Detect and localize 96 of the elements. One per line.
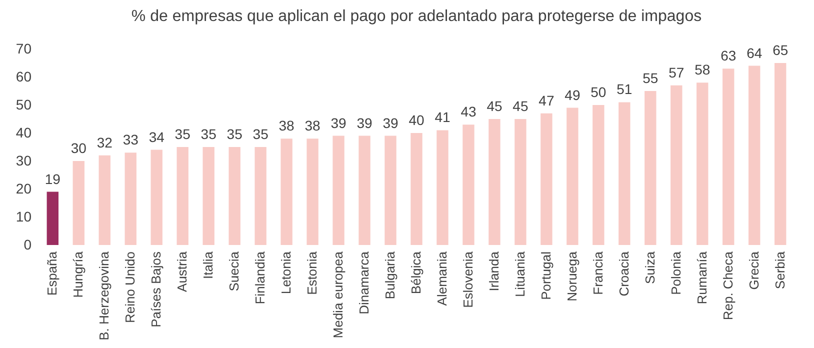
data-label: 57 bbox=[668, 64, 684, 80]
bar bbox=[436, 130, 448, 245]
data-label: 39 bbox=[356, 114, 373, 131]
bar bbox=[202, 147, 214, 245]
x-tick-label: Polonia bbox=[668, 250, 684, 295]
bar bbox=[566, 108, 578, 245]
x-tick-label: Irlanda bbox=[486, 250, 502, 292]
x-tick-label: Noruega bbox=[564, 250, 580, 302]
data-label: 51 bbox=[616, 81, 632, 98]
x-tick-label: Eslovenia bbox=[460, 250, 476, 308]
data-label: 33 bbox=[122, 132, 139, 148]
data-label: 38 bbox=[304, 118, 321, 134]
y-tick-label: 70 bbox=[16, 40, 32, 56]
data-label: 30 bbox=[70, 140, 87, 156]
bar bbox=[488, 119, 500, 245]
data-label: 50 bbox=[590, 84, 606, 100]
x-tick-label: Suecia bbox=[226, 250, 242, 292]
y-tick-label: 30 bbox=[16, 152, 32, 168]
y-tick-label: 50 bbox=[16, 96, 32, 112]
data-label: 55 bbox=[642, 70, 658, 86]
x-tick-label: Bélgica bbox=[408, 250, 424, 294]
bar bbox=[72, 161, 84, 245]
x-tick-label: Bulgaria bbox=[382, 250, 398, 300]
bar bbox=[254, 147, 266, 245]
data-label: 34 bbox=[148, 128, 165, 145]
data-label: 35 bbox=[174, 126, 191, 142]
data-label: 43 bbox=[460, 104, 476, 120]
bar bbox=[176, 147, 188, 245]
y-tick-label: 10 bbox=[16, 208, 32, 224]
y-tick-label: 60 bbox=[16, 68, 32, 84]
bar bbox=[280, 138, 292, 245]
bar bbox=[774, 63, 786, 245]
data-label: 40 bbox=[408, 112, 424, 128]
bar bbox=[46, 192, 58, 245]
x-tick-label: Estonia bbox=[304, 250, 320, 295]
bar bbox=[358, 136, 370, 245]
x-tick-label: Finlandia bbox=[252, 250, 268, 304]
bar bbox=[462, 124, 474, 245]
x-tick-label: Media europea bbox=[330, 250, 346, 338]
bar bbox=[124, 152, 136, 245]
y-tick-label: 40 bbox=[16, 124, 32, 140]
data-label: 58 bbox=[694, 62, 710, 78]
bar bbox=[644, 91, 656, 245]
x-tick-label: Portugal bbox=[538, 251, 554, 300]
data-label: 45 bbox=[512, 98, 528, 114]
x-tick-label: España bbox=[44, 250, 60, 296]
x-tick-label: Hungría bbox=[70, 250, 86, 298]
bar bbox=[228, 147, 240, 245]
bar bbox=[670, 85, 682, 245]
x-tick-label: Países Bajos bbox=[148, 251, 164, 328]
bar bbox=[696, 82, 708, 245]
x-tick-label: Alemania bbox=[434, 250, 450, 306]
bar bbox=[748, 66, 760, 245]
x-tick-label: Croacia bbox=[616, 250, 632, 296]
x-tick-label: Grecia bbox=[746, 250, 762, 290]
data-label: 39 bbox=[382, 114, 399, 131]
bar bbox=[384, 136, 396, 245]
x-tick-label: Francia bbox=[590, 250, 606, 295]
bar bbox=[592, 105, 604, 245]
x-tick-label: B. Herzegovina bbox=[96, 250, 112, 340]
x-tick-label: Serbia bbox=[772, 250, 788, 290]
x-tick-label: Italia bbox=[200, 250, 216, 279]
data-label: 64 bbox=[746, 44, 762, 61]
data-label: 63 bbox=[720, 48, 736, 64]
data-label: 32 bbox=[96, 134, 113, 150]
bar bbox=[332, 136, 344, 245]
x-tick-label: Reino Unido bbox=[122, 252, 138, 324]
y-tick-label: 0 bbox=[24, 236, 32, 252]
data-label: 47 bbox=[538, 92, 554, 108]
x-tick-label: Letonia bbox=[278, 250, 294, 294]
data-label: 45 bbox=[486, 98, 502, 114]
bar bbox=[150, 150, 162, 245]
data-label: 35 bbox=[226, 126, 243, 142]
data-label: 65 bbox=[772, 42, 788, 58]
data-label: 49 bbox=[564, 86, 580, 103]
bar bbox=[306, 138, 318, 245]
data-label: 35 bbox=[252, 126, 269, 142]
data-label: 38 bbox=[278, 118, 295, 134]
x-tick-label: Dinamarca bbox=[356, 250, 372, 314]
bar bbox=[540, 113, 552, 245]
data-label: 19 bbox=[44, 170, 61, 187]
x-tick-label: Suiza bbox=[642, 250, 658, 284]
data-label: 41 bbox=[434, 109, 450, 126]
x-tick-label: Rep. Checa bbox=[720, 250, 736, 320]
bar bbox=[98, 155, 110, 245]
chart-title: % de empresas que aplican el pago por adelantado para protegerse de impagos bbox=[131, 8, 702, 25]
x-tick-label: Lituania bbox=[512, 250, 528, 298]
y-tick-label: 20 bbox=[16, 180, 32, 196]
data-label: 35 bbox=[200, 126, 217, 142]
bar bbox=[410, 133, 422, 245]
bar bbox=[514, 119, 526, 245]
x-tick-label: Rumanía bbox=[694, 250, 710, 304]
bar bbox=[722, 68, 734, 245]
x-tick-label: Austria bbox=[174, 250, 190, 292]
bar bbox=[618, 102, 630, 245]
data-label: 39 bbox=[330, 114, 347, 131]
